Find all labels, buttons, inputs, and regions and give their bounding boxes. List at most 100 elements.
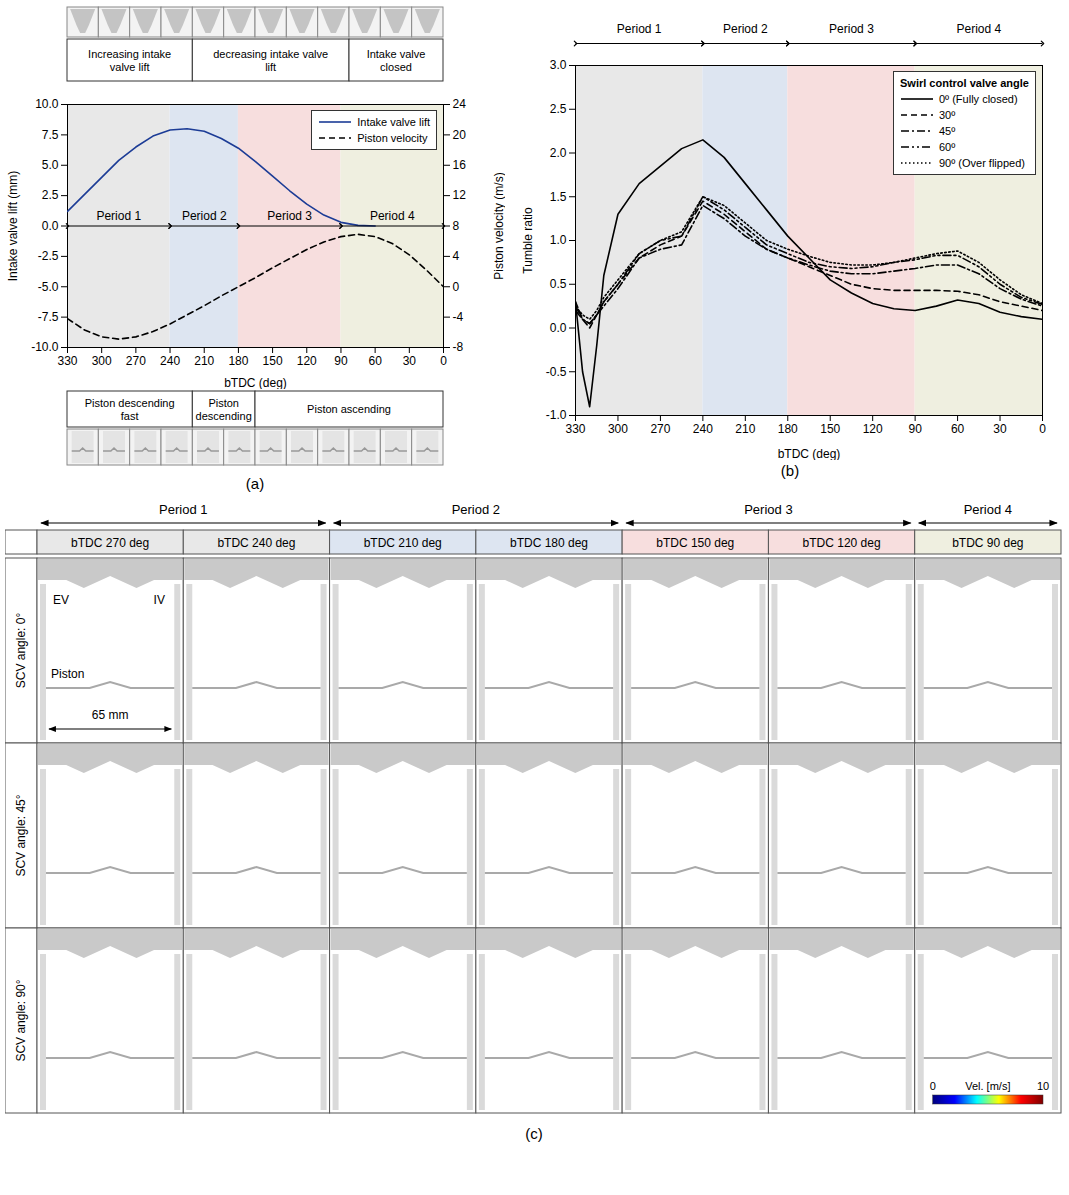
svg-text:Piston: Piston: [208, 397, 239, 409]
svg-text:210: 210: [194, 354, 214, 368]
svg-text:1.0: 1.0: [550, 233, 567, 247]
svg-text:0: 0: [453, 280, 460, 294]
svg-text:(c): (c): [525, 1125, 543, 1142]
svg-text:90: 90: [908, 422, 922, 436]
svg-text:valve lift: valve lift: [110, 61, 150, 73]
svg-text:decreasing intake valve: decreasing intake valve: [213, 48, 328, 60]
svg-text:Period 4: Period 4: [956, 22, 1001, 36]
svg-text:270: 270: [650, 422, 670, 436]
svg-text:bTDC 270 deg: bTDC 270 deg: [71, 536, 149, 550]
svg-text:0: 0: [930, 1080, 936, 1092]
svg-text:24: 24: [453, 97, 467, 111]
svg-text:10.0: 10.0: [35, 97, 59, 111]
svg-text:300: 300: [608, 422, 628, 436]
svg-text:Period 3: Period 3: [829, 22, 874, 36]
svg-text:bTDC 150 deg: bTDC 150 deg: [656, 536, 734, 550]
svg-text:2.0: 2.0: [550, 146, 567, 160]
svg-text:bTDC 210 deg: bTDC 210 deg: [364, 536, 442, 550]
svg-text:Period 1: Period 1: [617, 22, 662, 36]
svg-text:Period 3: Period 3: [267, 209, 312, 223]
svg-text:4: 4: [453, 249, 460, 263]
svg-text:lift: lift: [265, 61, 276, 73]
svg-text:270: 270: [126, 354, 146, 368]
svg-text:fast: fast: [121, 410, 139, 422]
svg-text:-4: -4: [453, 310, 464, 324]
svg-text:0: 0: [1039, 422, 1046, 436]
svg-text:2.5: 2.5: [42, 188, 59, 202]
svg-text:Increasing intake: Increasing intake: [88, 48, 171, 60]
svg-text:30: 30: [403, 354, 417, 368]
svg-text:240: 240: [160, 354, 180, 368]
svg-text:Tumble ratio: Tumble ratio: [521, 207, 535, 274]
svg-text:12: 12: [453, 188, 467, 202]
svg-text:180: 180: [228, 354, 248, 368]
svg-text:240: 240: [693, 422, 713, 436]
html-text:Intake valve lift: Intake valve lift: [357, 116, 430, 128]
html-text:(b): (b): [780, 462, 800, 479]
svg-text:Piston ascending: Piston ascending: [307, 403, 391, 415]
svg-text:330: 330: [565, 422, 585, 436]
svg-text:SCV angle: 45°: SCV angle: 45°: [14, 794, 28, 876]
svg-text:-0.5: -0.5: [546, 365, 567, 379]
svg-text:65 mm: 65 mm: [92, 708, 129, 722]
svg-text:10: 10: [1037, 1080, 1049, 1092]
svg-text:120: 120: [863, 422, 883, 436]
svg-text:Intake valve lift (mm): Intake valve lift (mm): [6, 171, 20, 282]
svg-text:5.0: 5.0: [42, 158, 59, 172]
svg-text:330: 330: [57, 354, 77, 368]
svg-text:2.5: 2.5: [550, 102, 567, 116]
svg-text:90: 90: [334, 354, 348, 368]
svg-text:0.0: 0.0: [550, 321, 567, 335]
svg-text:Period 1: Period 1: [159, 502, 207, 517]
svg-text:20: 20: [453, 128, 467, 142]
svg-text:7.5: 7.5: [42, 128, 59, 142]
svg-text:150: 150: [820, 422, 840, 436]
svg-text:Period 2: Period 2: [182, 209, 227, 223]
svg-text:bTDC 120 deg: bTDC 120 deg: [803, 536, 881, 550]
svg-text:bTDC 240 deg: bTDC 240 deg: [217, 536, 295, 550]
svg-text:-7.5: -7.5: [38, 310, 59, 324]
svg-text:-5.0: -5.0: [38, 280, 59, 294]
svg-text:30: 30: [993, 422, 1007, 436]
svg-text:-1.0: -1.0: [546, 408, 567, 422]
svg-text:IV: IV: [154, 593, 165, 607]
svg-text:bTDC 90 deg: bTDC 90 deg: [952, 536, 1023, 550]
svg-text:Piston: Piston: [51, 667, 84, 681]
svg-text:Period 4: Period 4: [964, 502, 1012, 517]
svg-text:Intake valve: Intake valve: [367, 48, 426, 60]
svg-text:Piston velocity (m/s): Piston velocity (m/s): [492, 172, 506, 279]
svg-text:Piston descending: Piston descending: [85, 397, 175, 409]
svg-text:1.5: 1.5: [550, 190, 567, 204]
svg-text:bTDC (deg): bTDC (deg): [778, 447, 841, 461]
html-text:(a): (a): [245, 475, 265, 492]
svg-text:bTDC 180 deg: bTDC 180 deg: [510, 536, 588, 550]
svg-text:descending: descending: [196, 410, 252, 422]
svg-text:-2.5: -2.5: [38, 249, 59, 263]
svg-text:8: 8: [453, 219, 460, 233]
svg-text:closed: closed: [380, 61, 412, 73]
svg-text:3.0: 3.0: [550, 58, 567, 72]
svg-text:Period 2: Period 2: [452, 502, 500, 517]
svg-text:-10.0: -10.0: [31, 340, 59, 354]
svg-text:0: 0: [440, 354, 447, 368]
svg-text:EV: EV: [53, 593, 69, 607]
svg-text:0.0: 0.0: [42, 219, 59, 233]
svg-text:Period 2: Period 2: [723, 22, 768, 36]
svg-text:Period 4: Period 4: [370, 209, 415, 223]
svg-text:Period 3: Period 3: [744, 502, 792, 517]
svg-text:60: 60: [951, 422, 965, 436]
svg-text:120: 120: [297, 354, 317, 368]
svg-text:300: 300: [92, 354, 112, 368]
svg-text:16: 16: [453, 158, 467, 172]
svg-text:Period 1: Period 1: [96, 209, 141, 223]
svg-text:60: 60: [368, 354, 382, 368]
svg-text:-8: -8: [453, 340, 464, 354]
svg-text:150: 150: [263, 354, 283, 368]
svg-text:180: 180: [778, 422, 798, 436]
svg-text:0.5: 0.5: [550, 277, 567, 291]
svg-text:210: 210: [735, 422, 755, 436]
svg-text:SCV angle: 0°: SCV angle: 0°: [14, 613, 28, 689]
svg-text:bTDC (deg): bTDC (deg): [224, 376, 287, 390]
svg-text:Vel. [m/s]: Vel. [m/s]: [965, 1080, 1010, 1092]
svg-text:SCV angle: 90°: SCV angle: 90°: [14, 979, 28, 1061]
